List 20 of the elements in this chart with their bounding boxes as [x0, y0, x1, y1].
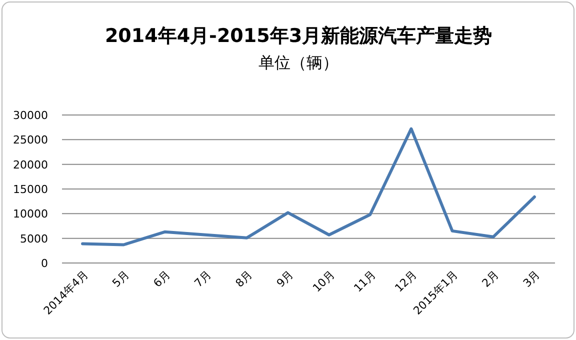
x-tick-label: 11月 — [351, 268, 378, 295]
x-tick-label: 8月 — [233, 268, 255, 290]
line-series — [81, 127, 536, 246]
x-tick-label: 12月 — [392, 268, 420, 295]
x-tick-label: 6月 — [150, 268, 173, 290]
x-tick-label: 3月 — [520, 268, 543, 290]
x-tick-label: 7月 — [192, 268, 214, 290]
y-tick-label: 25000 — [13, 134, 48, 147]
y-tick-label: 10000 — [13, 208, 48, 221]
chart-title: 2014年4月-2015年3月新能源汽车产量走势 — [104, 25, 492, 47]
x-tick-label: 10月 — [310, 268, 338, 295]
y-tick-label: 0 — [41, 257, 48, 270]
x-tick-label: 5月 — [110, 268, 132, 290]
y-tick-label: 15000 — [13, 183, 48, 196]
y-tick-label: 5000 — [20, 232, 48, 246]
x-tick-label: 9月 — [274, 268, 296, 290]
chart-subtitle: 单位（辆） — [258, 53, 338, 72]
y-tick-label: 20000 — [13, 158, 48, 172]
y-tick-label: 30000 — [13, 109, 48, 122]
x-tick-label: 2月 — [480, 268, 502, 290]
